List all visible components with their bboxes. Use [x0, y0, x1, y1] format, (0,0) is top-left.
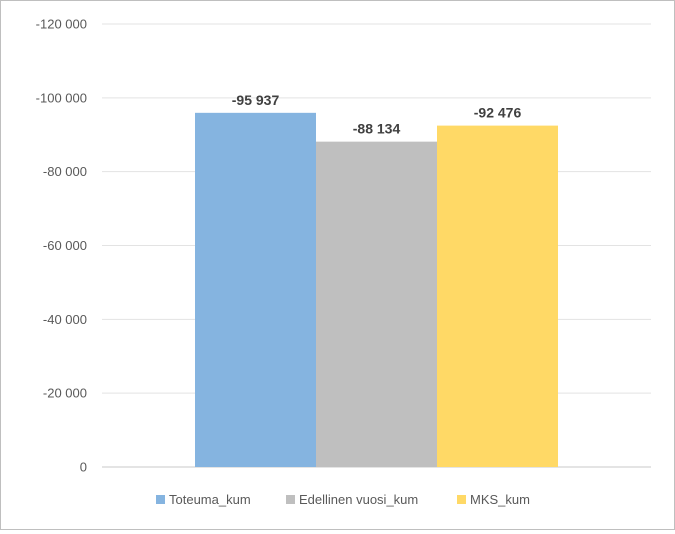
data-label: -92 476: [474, 105, 522, 121]
y-tick-label: -40 000: [43, 312, 87, 327]
bar: [195, 112, 316, 467]
y-tick-label: -100 000: [36, 90, 87, 105]
y-tick-label: -120 000: [36, 17, 87, 32]
y-tick-label: 0: [80, 460, 87, 475]
legend-label: Toteuma_kum: [169, 492, 251, 507]
legend-swatch: [286, 495, 295, 504]
legend-swatch: [457, 495, 466, 504]
y-tick-label: -20 000: [43, 386, 87, 401]
legend-label: MKS_kum: [470, 492, 530, 507]
legend-swatch: [156, 495, 165, 504]
legend-label: Edellinen vuosi_kum: [299, 492, 418, 507]
bar: [316, 141, 437, 467]
data-label: -88 134: [353, 121, 401, 137]
data-label: -95 937: [232, 92, 280, 108]
y-tick-label: -80 000: [43, 164, 87, 179]
y-tick-label: -60 000: [43, 238, 87, 253]
bar: [437, 125, 558, 467]
